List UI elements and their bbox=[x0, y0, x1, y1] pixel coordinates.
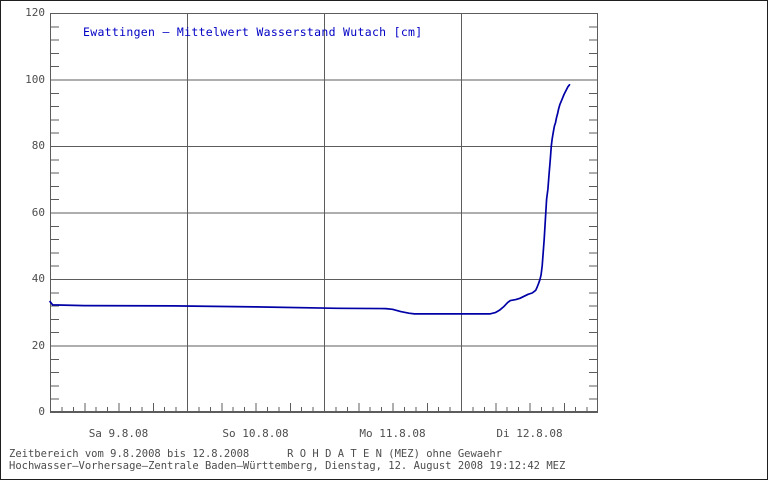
water-level-line bbox=[49, 83, 571, 315]
footer-zeitbereich: Zeitbereich vom 9.8.2008 bis 12.8.2008 R… bbox=[9, 448, 503, 460]
y-tick-label: 60 bbox=[31, 205, 45, 219]
y-tick-label: 80 bbox=[31, 139, 45, 152]
tick-marks bbox=[50, 26, 598, 412]
y-tick-label: 20 bbox=[31, 338, 45, 352]
x-day-label: Sa 9.8.08 bbox=[88, 427, 149, 440]
y-tick-label: 120 bbox=[25, 6, 45, 19]
x-day-label: So 10.8.08 bbox=[222, 427, 289, 440]
x-day-label: Mo 11.8.08 bbox=[359, 427, 426, 440]
y-tick-label: 100 bbox=[25, 72, 45, 86]
y-tick-label: 40 bbox=[31, 272, 45, 285]
y-tick-label: 0 bbox=[38, 405, 45, 418]
footer-source: Hochwasser–Vorhersage–Zentrale Baden–Wür… bbox=[9, 460, 566, 472]
x-day-label: Di 12.8.08 bbox=[496, 427, 563, 440]
grid-lines bbox=[50, 13, 598, 413]
chart-title: Ewattingen – Mittelwert Wasserstand Wuta… bbox=[83, 25, 423, 39]
